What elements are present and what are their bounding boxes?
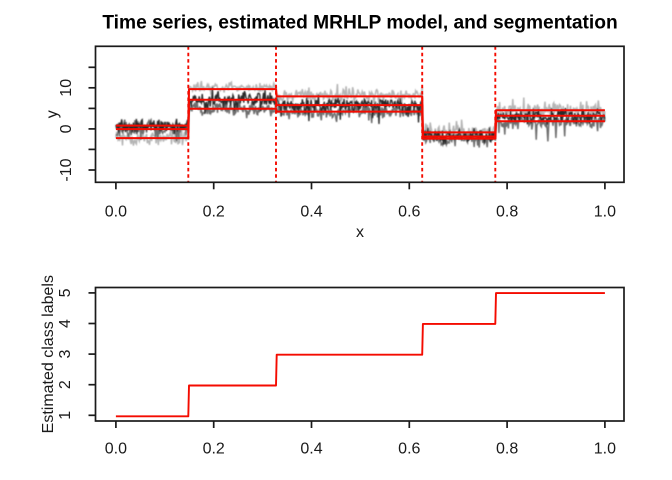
svg-text:0.2: 0.2 xyxy=(203,441,225,458)
svg-text:-10: -10 xyxy=(58,158,75,181)
svg-text:1: 1 xyxy=(57,411,74,420)
svg-text:0: 0 xyxy=(58,124,75,133)
svg-text:1.0: 1.0 xyxy=(594,441,616,458)
svg-text:2: 2 xyxy=(57,380,74,389)
svg-text:0.4: 0.4 xyxy=(300,204,322,221)
svg-text:0.4: 0.4 xyxy=(300,441,322,458)
svg-text:0.8: 0.8 xyxy=(496,441,518,458)
svg-text:3: 3 xyxy=(57,350,74,359)
svg-text:0.6: 0.6 xyxy=(398,204,420,221)
svg-text:y: y xyxy=(44,110,61,118)
svg-text:5: 5 xyxy=(57,288,74,297)
svg-text:4: 4 xyxy=(57,319,74,328)
svg-text:10: 10 xyxy=(58,79,75,97)
svg-text:0.6: 0.6 xyxy=(398,441,420,458)
svg-text:0.2: 0.2 xyxy=(203,204,225,221)
svg-text:x: x xyxy=(356,224,364,241)
svg-text:0.0: 0.0 xyxy=(105,204,127,221)
svg-text:Time series, estimated MRHLP m: Time series, estimated MRHLP model, and … xyxy=(102,12,617,33)
svg-text:Estimated class labels: Estimated class labels xyxy=(40,275,57,433)
svg-text:0.0: 0.0 xyxy=(105,441,127,458)
svg-text:0.8: 0.8 xyxy=(496,204,518,221)
svg-text:1.0: 1.0 xyxy=(594,204,616,221)
